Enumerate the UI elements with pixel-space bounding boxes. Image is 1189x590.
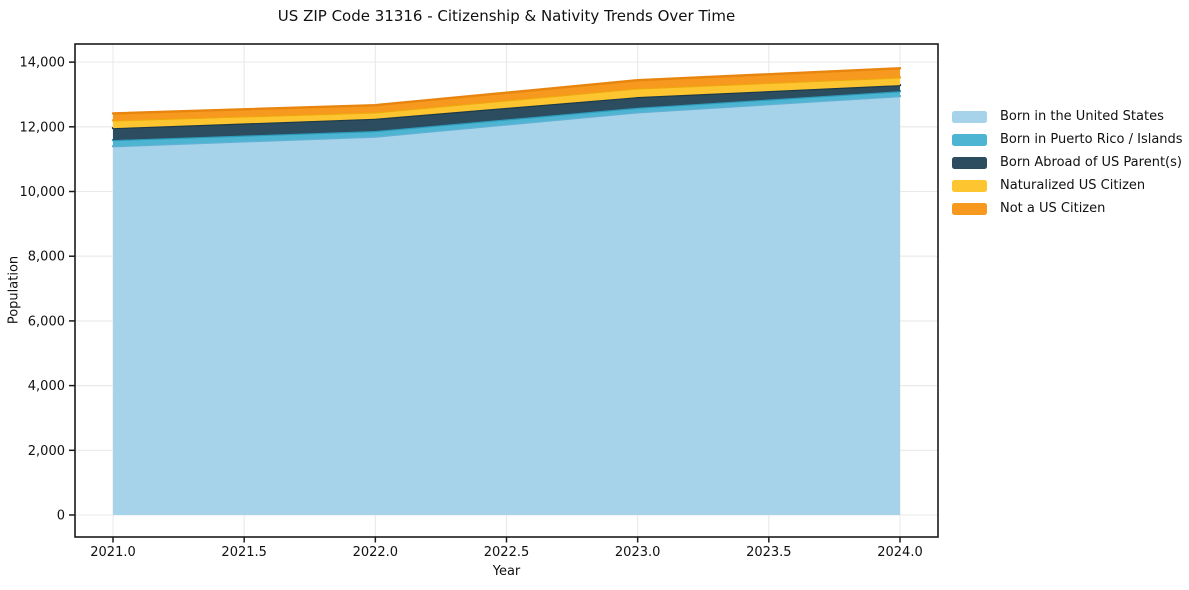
y-tick-label: 2,000 xyxy=(28,444,65,459)
legend-item: Not a US Citizen xyxy=(952,202,1183,215)
x-tick-label: 2022.5 xyxy=(484,545,530,560)
legend-item: Born Abroad of US Parent(s) xyxy=(952,156,1183,169)
area-series xyxy=(113,96,900,516)
y-tick-label: 10,000 xyxy=(20,185,66,200)
x-tick-label: 2021.0 xyxy=(90,545,136,560)
legend-item: Born in the United States xyxy=(952,110,1183,123)
chart-title: US ZIP Code 31316 - Citizenship & Nativi… xyxy=(277,7,736,25)
legend-label: Born Abroad of US Parent(s) xyxy=(1000,155,1182,170)
y-tick-label: 0 xyxy=(57,509,65,524)
y-tick-label: 6,000 xyxy=(28,314,65,329)
legend-swatch xyxy=(952,179,987,192)
x-tick-label: 2023.5 xyxy=(746,545,792,560)
legend: Born in the United States Born in Puerto… xyxy=(952,110,1183,215)
y-tick-label: 12,000 xyxy=(20,120,66,135)
x-tick-label: 2021.5 xyxy=(221,545,267,560)
legend-swatch xyxy=(952,202,987,215)
legend-label: Naturalized US Citizen xyxy=(1000,178,1146,193)
y-tick-label: 14,000 xyxy=(20,56,66,71)
legend-label: Born in Puerto Rico / Islands xyxy=(1000,132,1183,147)
y-axis-label: Population xyxy=(6,255,22,325)
legend-label: Not a US Citizen xyxy=(1000,201,1106,216)
x-tick-label: 2022.0 xyxy=(353,545,399,560)
area-series xyxy=(113,91,900,147)
area-edge-line xyxy=(111,67,902,115)
area-series xyxy=(113,85,900,141)
x-tick-label: 2023.0 xyxy=(615,545,661,560)
y-tick-label: 8,000 xyxy=(28,250,65,265)
legend-swatch xyxy=(952,156,987,169)
y-tick-label: 4,000 xyxy=(28,379,65,394)
legend-swatch xyxy=(952,110,987,123)
legend-item: Naturalized US Citizen xyxy=(952,179,1183,192)
legend-label: Born in the United States xyxy=(1000,109,1164,124)
legend-item: Born in Puerto Rico / Islands xyxy=(952,133,1183,146)
legend-swatch xyxy=(952,133,987,146)
x-tick-label: 2024.0 xyxy=(877,545,923,560)
x-axis-label: Year xyxy=(492,564,521,579)
